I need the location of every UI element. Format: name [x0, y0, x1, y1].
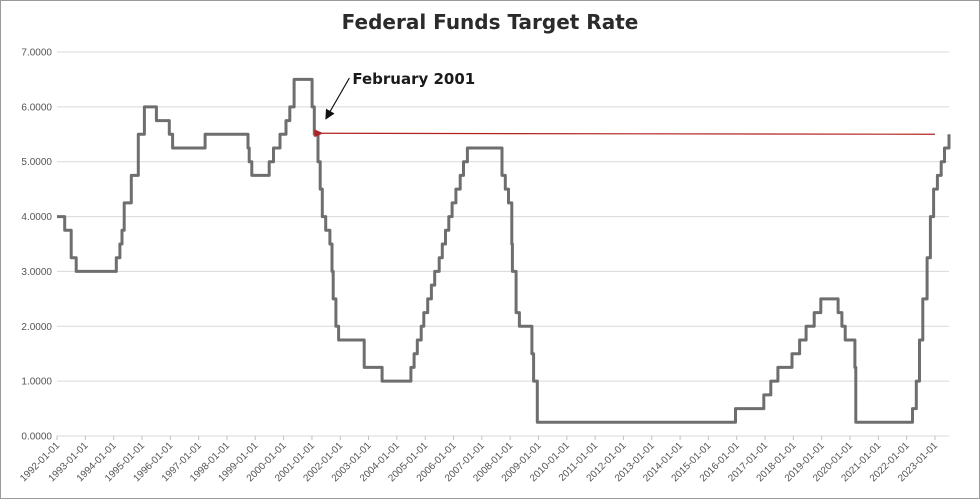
- annotation-arrow: [325, 77, 350, 120]
- y-tick-label: 2.0000: [21, 322, 52, 333]
- y-tick-label: 1.0000: [21, 377, 52, 388]
- annotation-group: February 2001: [314, 70, 936, 138]
- y-tick-label: 0.0000: [21, 432, 52, 443]
- x-axis-ticks: 1992-01-011993-01-011994-01-011995-01-01…: [18, 436, 940, 484]
- y-tick-label: 3.0000: [21, 267, 52, 278]
- reference-arrow: [314, 129, 936, 138]
- y-tick-label: 4.0000: [21, 212, 52, 223]
- y-tick-label: 6.0000: [21, 102, 52, 113]
- gridlines: [57, 51, 949, 437]
- y-tick-label: 7.0000: [21, 48, 52, 59]
- y-tick-label: 5.0000: [21, 157, 52, 168]
- series-line: [57, 77, 951, 424]
- annotation-label: February 2001: [352, 70, 475, 88]
- series-group: [57, 77, 951, 424]
- chart-title: Federal Funds Target Rate: [341, 10, 639, 34]
- y-axis-ticks: 0.0000 1.0000 2.0000 3.0000 4.0000 5.0000 6.00…: [21, 48, 52, 443]
